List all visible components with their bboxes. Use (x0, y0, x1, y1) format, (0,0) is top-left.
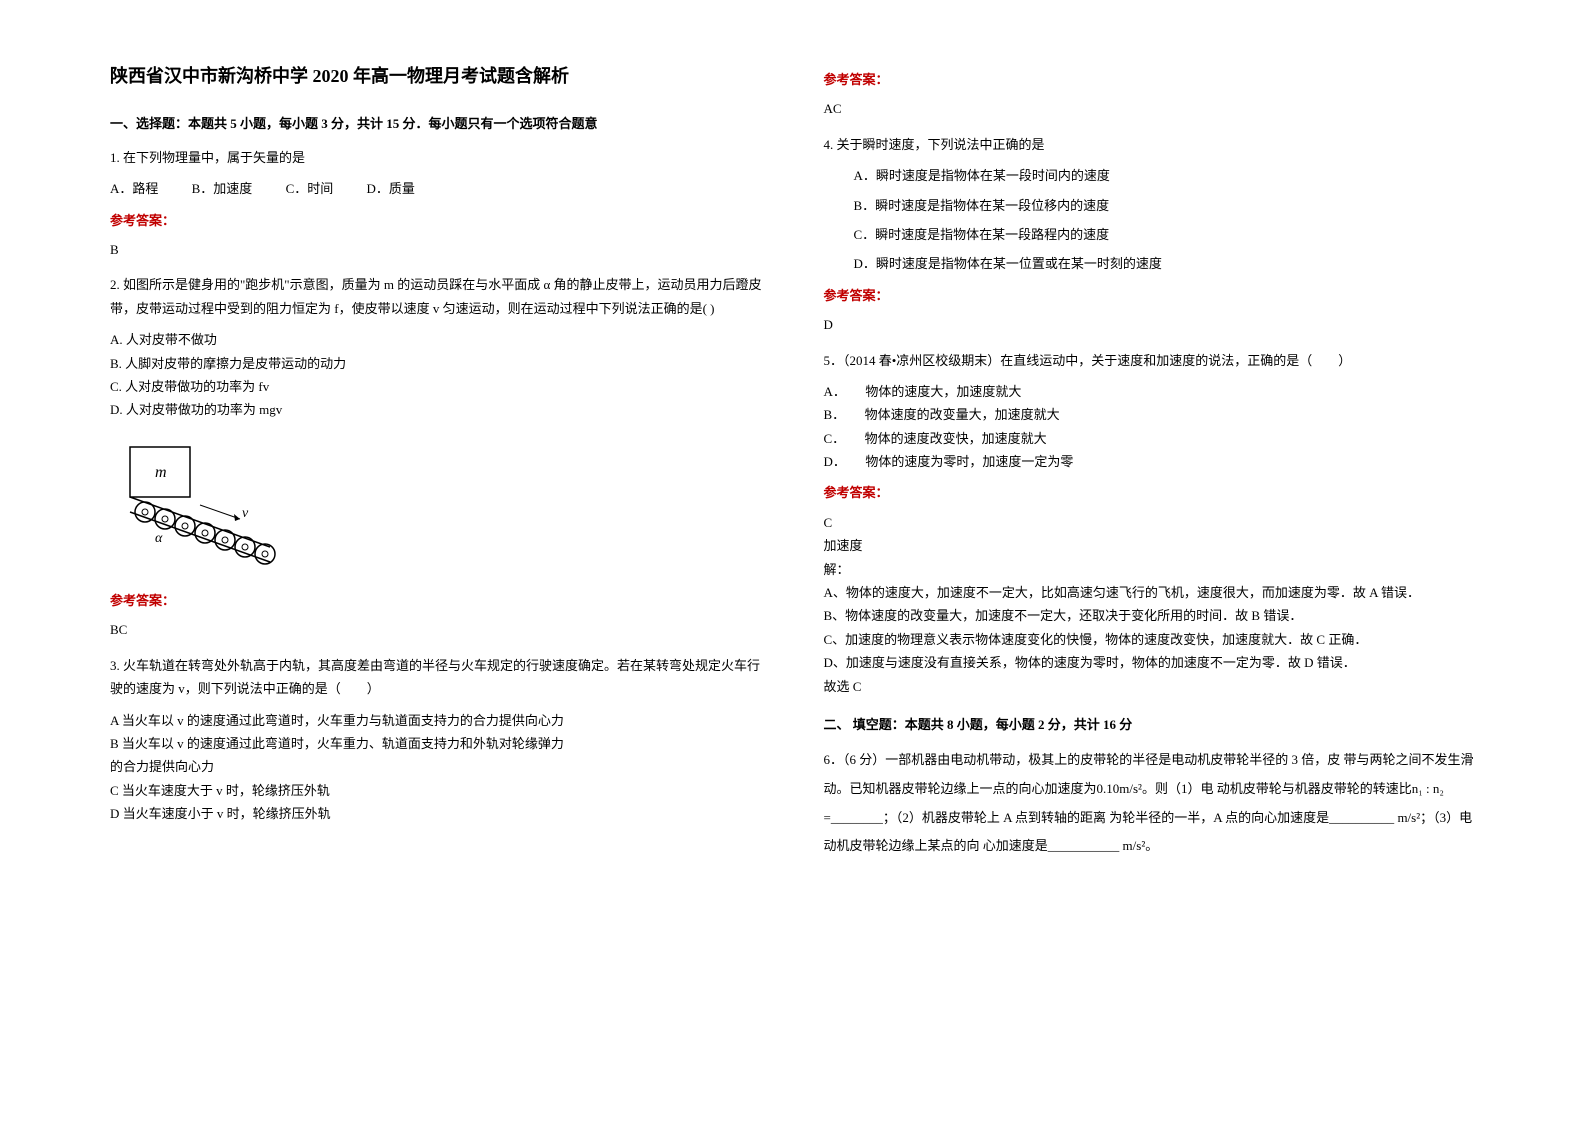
q5-optC: C． 物体的速度改变快，加速度就大 (824, 427, 1478, 450)
q1-optB: B．加速度 (192, 177, 253, 200)
svg-text:v: v (242, 506, 249, 521)
q3-optC: C 当火车速度大于 v 时，轮缘挤压外轨 (110, 779, 764, 802)
q3-optB: B 当火车以 v 的速度通过此弯道时，火车重力、轨道面支持力和外轨对轮缘弹力 (110, 732, 764, 755)
q3-optD: D 当火车速度小于 v 时，轮缘挤压外轨 (110, 802, 764, 825)
question-1: 1. 在下列物理量中，属于矢量的是 A．路程 B．加速度 C．时间 D．质量 参… (110, 146, 764, 262)
q6-blank1: ________ (831, 810, 883, 825)
q1-options: A．路程 B．加速度 C．时间 D．质量 (110, 177, 764, 200)
q6-text6: 为轮半径的一半，A 点的向心加速度是__________ (1109, 810, 1394, 825)
section1-header: 一、选择题：本题共 5 小题，每小题 3 分，共计 15 分．每小题只有一个选项… (110, 112, 764, 135)
q6-text3: 。则（1）电 (1142, 781, 1214, 796)
q6-unit2: m/s² (1123, 838, 1146, 853)
q6-text1: 6．（6 分）一部机器由电动机带动，极其上的皮带轮的半径是电动机皮带轮半径的 3… (824, 752, 1341, 767)
document-title: 陕西省汉中市新沟桥中学 2020 年高一物理月考试题含解析 (110, 60, 764, 92)
svg-text:m: m (155, 464, 167, 481)
q3-optA: A 当火车以 v 的速度通过此弯道时，火车重力与轨道面支持力的合力提供向心力 (110, 709, 764, 732)
q3-text: 3. 火车轨道在转弯处外轨高于内轨，其高度差由弯道的半径与火车规定的行驶速度确定… (110, 654, 764, 701)
q2-optC: C. 人对皮带做功的功率为 fv (110, 375, 764, 398)
q5-optD: D． 物体的速度为零时，加速度一定为零 (824, 450, 1478, 473)
q5-answer-label: 参考答案： (824, 481, 1478, 504)
q5-explain-label: 解： (824, 558, 1478, 581)
right-column: 参考答案： AC 4. 关于瞬时速度，下列说法中正确的是 A．瞬时速度是指物体在… (794, 60, 1508, 1062)
treadmill-diagram: m v α (110, 437, 764, 574)
left-column: 陕西省汉中市新沟桥中学 2020 年高一物理月考试题含解析 一、选择题：本题共 … (80, 60, 794, 1062)
q2-answer-label: 参考答案： (110, 589, 764, 612)
section2-header: 二、 填空题：本题共 8 小题，每小题 2 分，共计 16 分 (824, 713, 1478, 736)
q4-answer-label: 参考答案： (824, 284, 1478, 307)
q1-answer-label: 参考答案： (110, 209, 764, 232)
q6-text9: 。 (1145, 838, 1158, 853)
q5-optB: B． 物体速度的改变量大，加速度就大 (824, 403, 1478, 426)
q6-text5: ；（2）机器皮带轮上 A 点到转轴的距离 (883, 810, 1106, 825)
q1-optC: C．时间 (286, 177, 334, 200)
q6-accel: 0.10m/s² (1097, 781, 1142, 796)
q2-text: 2. 如图所示是健身用的"跑步机"示意图，质量为 m 的运动员踩在与水平面成 α… (110, 273, 764, 320)
q4-optC: C．瞬时速度是指物体在某一段路程内的速度 (854, 223, 1478, 246)
q5-explain-title: 加速度 (824, 534, 1478, 557)
q5-explainC: C、加速度的物理意义表示物体速度变化的快慢，物体的速度改变快，加速度就大．故 C… (824, 628, 1478, 651)
q6-text8: 心加速度是___________ (983, 838, 1120, 853)
svg-text:α: α (155, 531, 163, 546)
question-2: 2. 如图所示是健身用的"跑步机"示意图，质量为 m 的运动员踩在与水平面成 α… (110, 273, 764, 642)
q5-conclusion: 故选 C (824, 675, 1478, 698)
q4-optD: D．瞬时速度是指物体在某一位置或在某一时刻的速度 (854, 252, 1478, 275)
q3-optBcont: 的合力提供向心力 (110, 755, 764, 778)
q1-optA: A．路程 (110, 177, 158, 200)
q5-explainB: B、物体速度的改变量大，加速度不一定大，还取决于变化所用的时间．故 B 错误． (824, 604, 1478, 627)
q6-unit1: m/s² (1397, 810, 1420, 825)
q5-explainD: D、加速度与速度没有直接关系，物体的速度为零时，物体的加速度不一定为零．故 D … (824, 651, 1478, 674)
q3-answer: AC (824, 97, 1478, 120)
q6-text4: 动机皮带轮与机器皮带轮的转速比 (1217, 781, 1412, 796)
q2-optD: D. 人对皮带做功的功率为 mgv (110, 398, 764, 421)
question-5: 5．（2014 春•凉州区校级期末）在直线运动中，关于速度和加速度的说法，正确的… (824, 349, 1478, 698)
q1-text: 1. 在下列物理量中，属于矢量的是 (110, 146, 764, 169)
q4-answer: D (824, 313, 1478, 336)
q5-optA: A． 物体的速度大，加速度就大 (824, 380, 1478, 403)
q5-explainA: A、物体的速度大，加速度不一定大，比如高速匀速飞行的飞机，速度很大，而加速度为零… (824, 581, 1478, 604)
q5-text: 5．（2014 春•凉州区校级期末）在直线运动中，关于速度和加速度的说法，正确的… (824, 349, 1478, 372)
q3-answer-label: 参考答案： (824, 68, 1478, 91)
question-6: 6．（6 分）一部机器由电动机带动，极其上的皮带轮的半径是电动机皮带轮半径的 3… (824, 746, 1478, 860)
q2-optB: B. 人脚对皮带的摩擦力是皮带运动的动力 (110, 352, 764, 375)
q4-text: 4. 关于瞬时速度，下列说法中正确的是 (824, 133, 1478, 156)
q1-answer: B (110, 238, 764, 261)
q4-optA: A．瞬时速度是指物体在某一段时间内的速度 (854, 164, 1478, 187)
question-3: 3. 火车轨道在转弯处外轨高于内轨，其高度差由弯道的半径与火车规定的行驶速度确定… (110, 654, 764, 826)
q2-answer: BC (110, 618, 764, 641)
q2-optA: A. 人对皮带不做功 (110, 328, 764, 351)
q5-answer: C (824, 511, 1478, 534)
q1-optD: D．质量 (366, 177, 414, 200)
question-4: 4. 关于瞬时速度，下列说法中正确的是 A．瞬时速度是指物体在某一段时间内的速度… (824, 133, 1478, 337)
q4-optB: B．瞬时速度是指物体在某一段位移内的速度 (854, 194, 1478, 217)
